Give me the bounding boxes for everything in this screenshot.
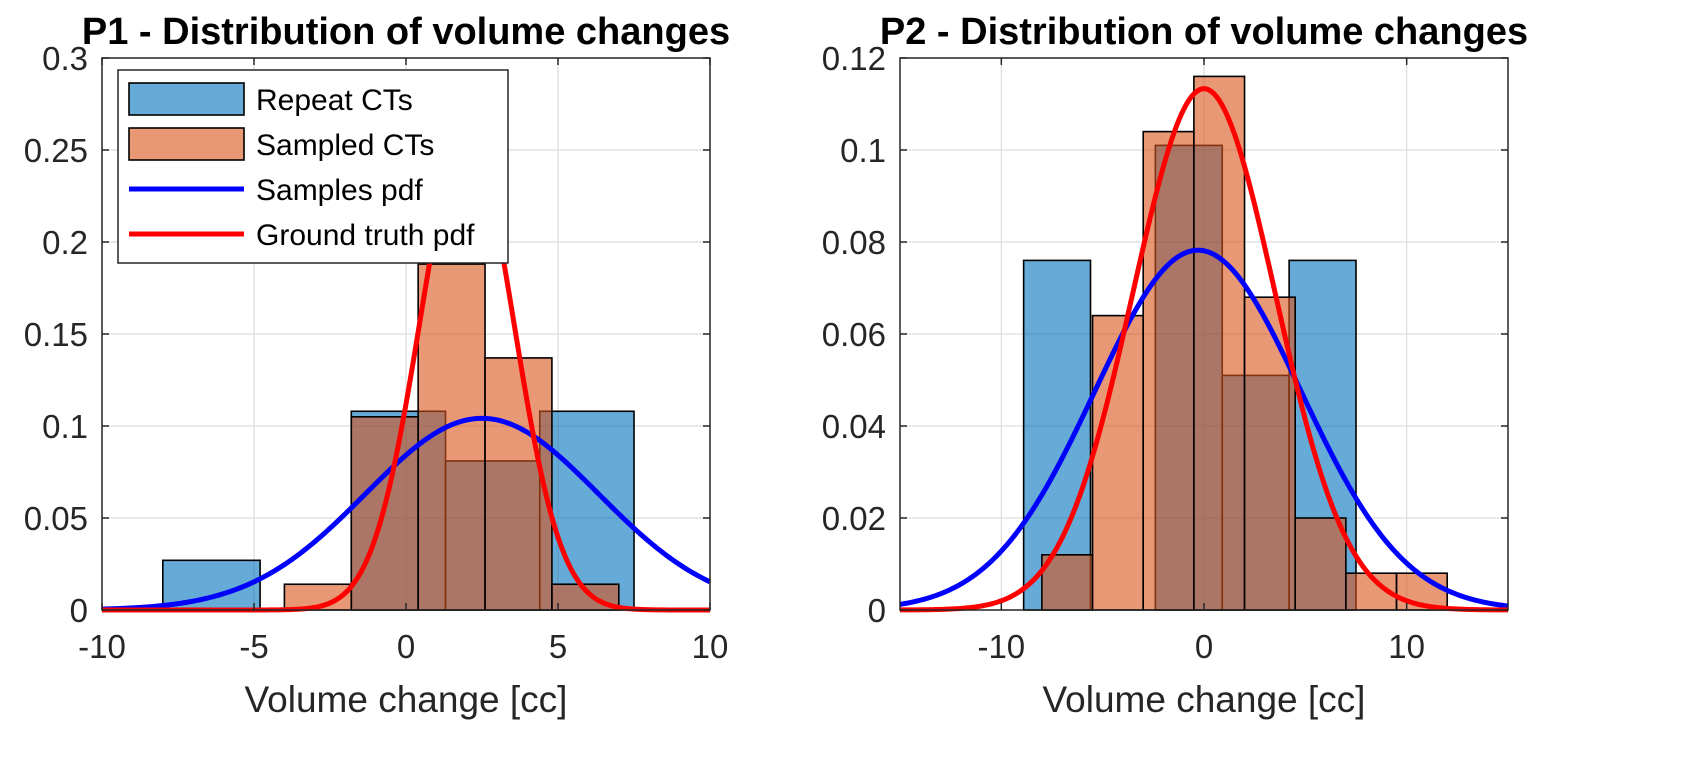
y-tick-label: 0.3 xyxy=(42,40,88,77)
chart-p2: -10 0 10 0 0.02 0.04 0.06 0.08 0.1 0.12 P2 - Dist… xyxy=(822,11,1528,720)
y-tick-label: 0.04 xyxy=(822,408,886,445)
x-tick-label: -10 xyxy=(78,628,126,665)
sampled-ct-bar xyxy=(1294,517,1347,611)
legend-label: Samples pdf xyxy=(256,174,423,207)
y-tick-label: 0.1 xyxy=(840,132,886,169)
legend-label: Ground truth pdf xyxy=(256,219,475,252)
x-tick-label: -10 xyxy=(977,628,1025,665)
sampled-ct-bars xyxy=(1041,75,1448,611)
x-axis-label: Volume change [cc] xyxy=(245,679,568,720)
y-tick-label: 0.02 xyxy=(822,500,886,537)
y-tick-label: 0.06 xyxy=(822,316,886,353)
samples-pdf-line xyxy=(101,415,712,612)
y-tick-label: 0.12 xyxy=(822,40,886,77)
y-tick-label: 0.05 xyxy=(24,500,88,537)
sampled-ct-bar xyxy=(484,357,553,611)
sampled-ct-bar xyxy=(1041,553,1094,611)
y-tick-label: 0.2 xyxy=(42,224,88,261)
pdf-curves xyxy=(899,86,1509,613)
legend-label: Sampled CTs xyxy=(256,129,434,162)
y-tick-label: 0.08 xyxy=(822,224,886,261)
sampled-ct-bar xyxy=(1193,75,1246,611)
sampled-ct-bar xyxy=(1142,130,1195,611)
chart-p1: -10 -5 0 5 10 0 0.05 0.1 0.15 0.2 0.25 0.3 P1 - Dis… xyxy=(24,11,730,720)
y-tick-label: 0 xyxy=(70,592,88,629)
legend-swatch xyxy=(128,82,245,116)
repeat-ct-bar xyxy=(538,410,635,611)
ground-truth-pdf-line xyxy=(899,86,1509,613)
x-tick-label: -5 xyxy=(239,628,268,665)
y-tick-label: 0.1 xyxy=(42,408,88,445)
y-tick-label: 0.25 xyxy=(24,132,88,169)
legend-swatch xyxy=(128,127,245,161)
legend-label: Repeat CTs xyxy=(256,84,413,117)
samples-pdf-line xyxy=(899,247,1509,609)
x-tick-label: 10 xyxy=(1388,628,1425,665)
chart-title: P2 - Distribution of volume changes xyxy=(880,11,1528,53)
ticks: -10 0 10 0 0.02 0.04 0.06 0.08 0.1 0.12 xyxy=(822,40,1508,665)
legend: Repeat CTs Sampled CTs Samples pdf Ground t… xyxy=(117,69,509,264)
y-tick-label: 0 xyxy=(868,592,886,629)
x-tick-label: 10 xyxy=(692,628,729,665)
x-tick-label: 5 xyxy=(549,628,567,665)
x-axis-label: Volume change [cc] xyxy=(1043,679,1366,720)
chart-title: P1 - Distribution of volume changes xyxy=(82,11,730,53)
ticks: -10 -5 0 5 10 0 0.05 0.1 0.15 0.2 0.25 0.3 xyxy=(24,40,729,665)
x-tick-label: 0 xyxy=(397,628,415,665)
x-tick-label: 0 xyxy=(1195,628,1213,665)
y-tick-label: 0.15 xyxy=(24,316,88,353)
